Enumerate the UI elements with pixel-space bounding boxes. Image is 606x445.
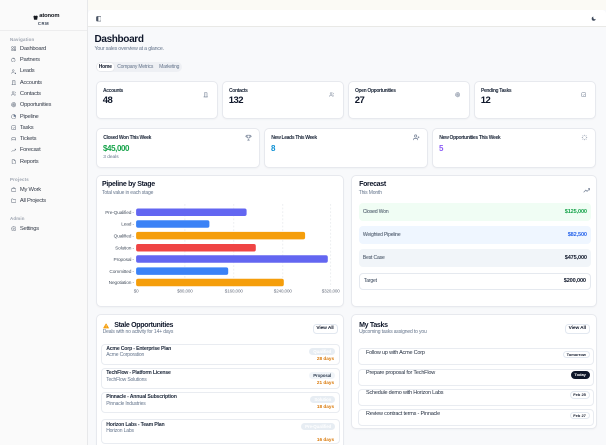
svg-text:Lead -: Lead - [122,222,135,228]
svg-text:Proposal -: Proposal - [114,257,135,263]
svg-text:$80,000: $80,000 [178,289,194,294]
svg-text:Solution -: Solution - [116,246,135,252]
svg-text:$0: $0 [134,289,139,294]
svg-text:Qualified -: Qualified - [114,234,135,240]
svg-text:$320,000: $320,000 [322,289,341,294]
svg-text:Negotiation -: Negotiation - [109,280,135,286]
svg-text:Committed -: Committed - [110,269,135,275]
svg-text:$160,000: $160,000 [225,289,244,294]
svg-text:Pre-Qualified -: Pre-Qualified - [106,210,135,216]
svg-text:$240,000: $240,000 [274,289,293,294]
